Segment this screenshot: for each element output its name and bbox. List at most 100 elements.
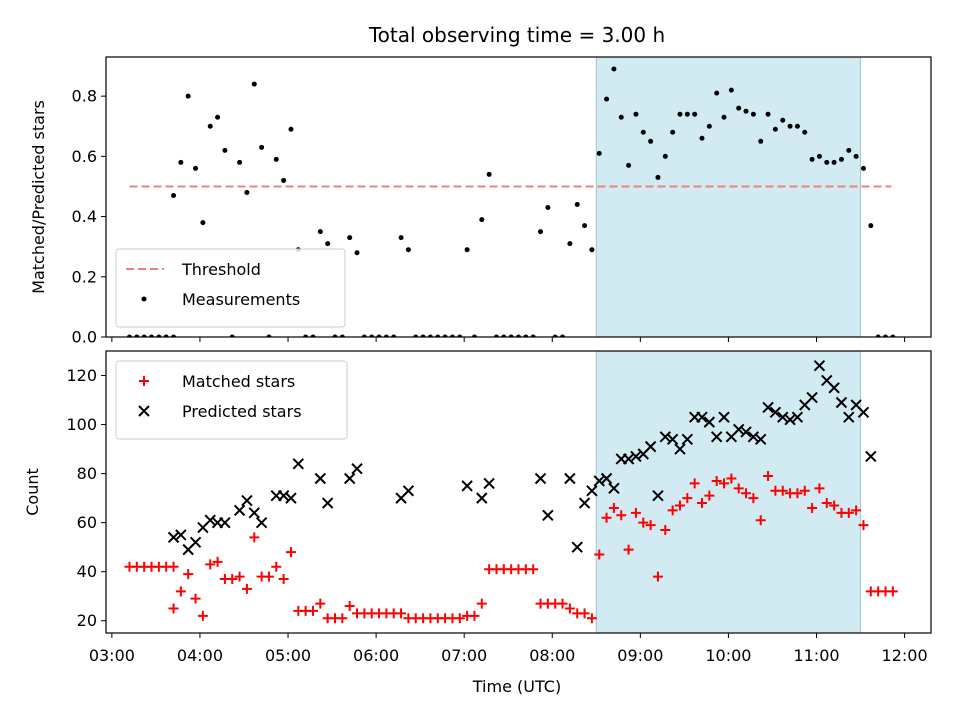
measurement-point [347, 235, 353, 241]
measurement-point [317, 229, 323, 235]
matched-stars-point [763, 471, 774, 482]
measurement-point [259, 144, 265, 150]
predicted-stars-point [204, 514, 216, 526]
x-axis-label: Time (UTC) [472, 677, 561, 696]
predicted-stars-point [277, 489, 290, 502]
measurement-point [706, 123, 712, 129]
matched-stars-point [689, 478, 700, 489]
measurement-point [567, 241, 573, 247]
matched-stars-point [660, 525, 671, 536]
measurement-point [765, 111, 771, 117]
measurement-point [383, 334, 389, 337]
measurement-point [684, 111, 690, 117]
legend: Threshold Measurements [115, 248, 346, 328]
predicted-stars-point [321, 497, 334, 509]
matched-stars-point [168, 561, 179, 572]
measurement-point [229, 334, 235, 337]
matched-stars-point [315, 598, 326, 609]
measurement-point [655, 174, 661, 180]
matched-stars-point [704, 490, 715, 501]
measurement-point [508, 334, 514, 337]
measurement-point [442, 334, 448, 337]
measurement-point [134, 334, 140, 337]
y-tick-label: 0.6 [72, 147, 97, 166]
predicted-stars-point [586, 485, 598, 497]
measurement-point [523, 334, 529, 337]
y-tick-label: 20 [77, 611, 97, 630]
measurement-point [736, 105, 742, 111]
matched-stars-point [594, 549, 605, 560]
predicted-stars-point [843, 411, 855, 423]
measurement-point [185, 93, 191, 99]
predicted-stars-point [718, 411, 730, 423]
matched-stars-point [851, 505, 862, 516]
measurement-point [457, 334, 463, 337]
matched-stars-point [241, 583, 252, 594]
measurement-point [339, 334, 345, 337]
measurement-point [721, 114, 727, 120]
measurement-point [824, 159, 830, 165]
predicted-stars-point [703, 416, 716, 428]
predicted-stars-point [292, 458, 305, 470]
measurement-point [670, 129, 676, 135]
legend-label: Measurements [182, 290, 300, 309]
legend-dot-swatch [141, 296, 147, 302]
measurement-point [207, 123, 213, 129]
matched-stars-point [396, 608, 407, 619]
predicted-stars-point [476, 492, 488, 504]
measurement-point [692, 111, 698, 117]
measurement-point [545, 205, 551, 211]
matched-stars-point [227, 574, 238, 585]
measurement-point [244, 189, 250, 195]
matched-stars-point [696, 498, 707, 509]
measurement-point [413, 334, 419, 337]
matched-stars-point [344, 601, 355, 612]
measurement-point [516, 334, 521, 337]
measurement-point [714, 90, 720, 96]
measurement-point [890, 334, 896, 337]
measurement-point [332, 334, 338, 337]
matched-stars-point [197, 610, 208, 621]
measurement-point [831, 159, 837, 165]
measurement-point [193, 165, 199, 171]
matched-stars-point [674, 500, 685, 511]
predicted-stars-point [696, 411, 708, 423]
measurement-point [758, 138, 764, 144]
measurement-point [530, 334, 536, 337]
measurement-point [802, 129, 808, 135]
observing-window-band [595, 350, 862, 634]
predicted-stars-point [762, 401, 774, 414]
x-tick-label: 08:00 [529, 646, 575, 665]
y-axis-label: Matched/Predicted stars [29, 100, 48, 294]
matched-stars-point [528, 564, 539, 575]
measurement-point [369, 334, 375, 337]
measurement-point [787, 123, 793, 129]
matched-stars-point [645, 520, 656, 531]
predicted-stars-point [402, 485, 415, 497]
predicted-stars-point [674, 443, 686, 455]
measurement-point [361, 334, 367, 337]
predicted-stars-point [777, 411, 789, 423]
matched-stars-point [682, 493, 693, 504]
matched-stars-point [601, 512, 612, 523]
observing-window-band [595, 56, 862, 338]
predicted-stars-point [857, 406, 870, 419]
plot-area [124, 360, 898, 624]
predicted-stars-point [828, 382, 840, 394]
matched-stars-point [616, 510, 627, 521]
predicted-stars-point [461, 480, 473, 492]
series-measurements [126, 66, 896, 337]
measurement-point [215, 114, 221, 120]
series-predicted-stars [167, 360, 877, 556]
legend-label: Matched stars [182, 372, 295, 391]
predicted-stars-point [343, 472, 356, 485]
measurement-point [288, 126, 294, 132]
measurement-point [596, 150, 602, 156]
predicted-stars-point [681, 433, 694, 445]
predicted-stars-point [255, 516, 268, 529]
y-tick-label: 40 [77, 562, 97, 581]
measurement-point [171, 192, 177, 198]
measurement-point [816, 153, 822, 159]
matched-stars-point [205, 559, 216, 570]
matched-stars-point [557, 598, 568, 609]
